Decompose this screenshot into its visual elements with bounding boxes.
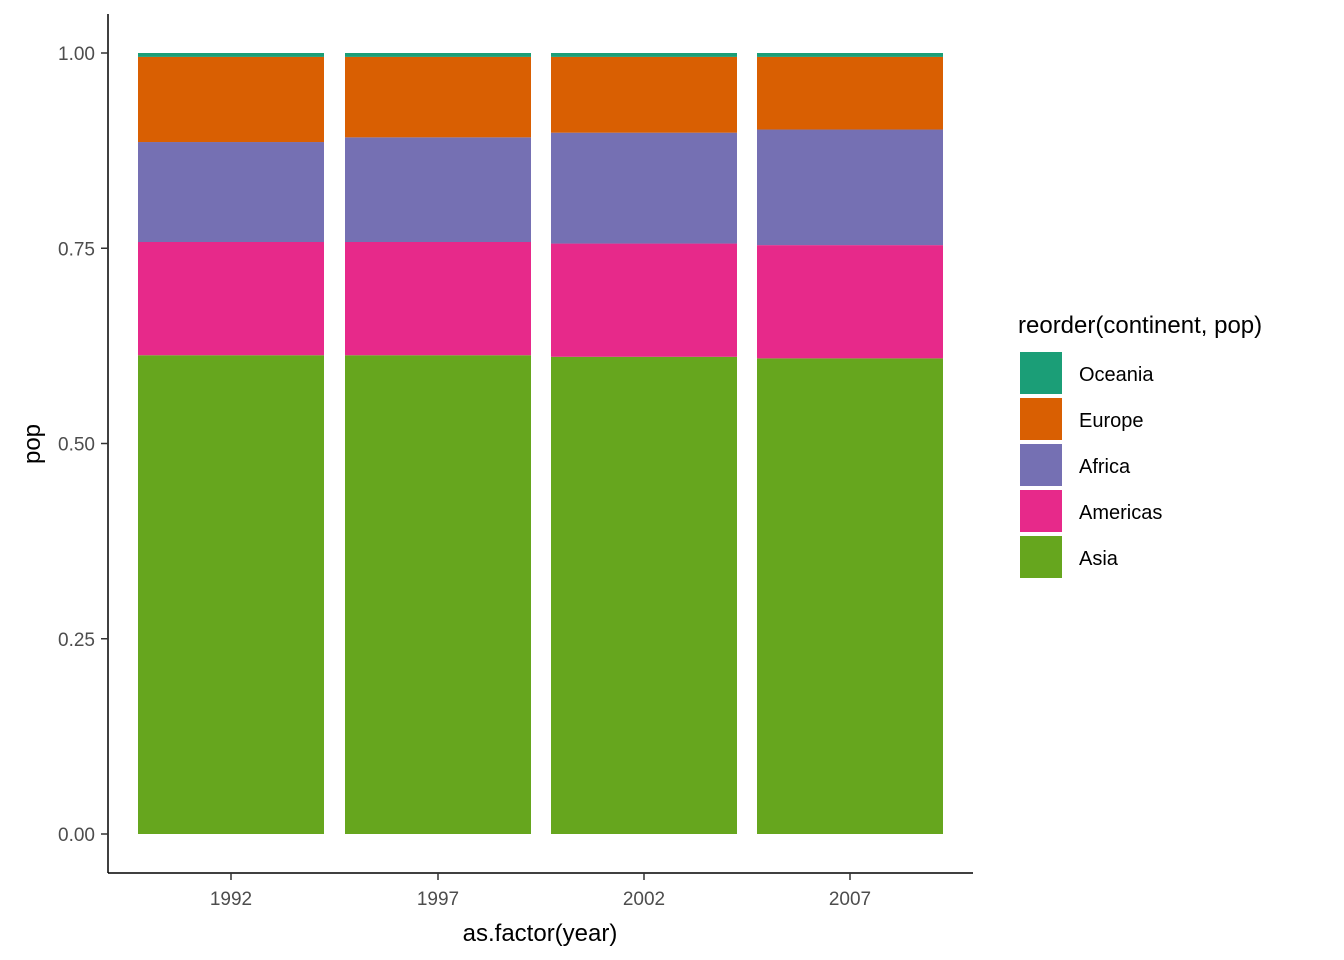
legend-key-europe <box>1020 398 1062 440</box>
bar-oceania-1992 <box>138 53 324 57</box>
y-tick-label-0.00: 0.00 <box>58 825 95 846</box>
bar-americas-1997 <box>345 242 531 356</box>
legend-label-americas: Americas <box>1079 502 1162 524</box>
legend-items: Oceania Europe Africa Americas Asia <box>1020 352 1162 578</box>
legend-title: reorder(continent, pop) <box>1018 312 1262 339</box>
bar-africa-1997 <box>345 137 531 243</box>
bar-americas-2002 <box>551 243 737 357</box>
y-tick-label-0.25: 0.25 <box>58 630 95 651</box>
legend: reorder(continent, pop) Oceania Europe Afr… <box>1018 312 1262 578</box>
bar-americas-1992 <box>138 242 324 356</box>
legend-key-asia <box>1020 536 1062 578</box>
bar-oceania-2007 <box>757 53 943 57</box>
legend-label-asia: Asia <box>1079 548 1119 570</box>
x-tick-label-2007: 2007 <box>829 889 871 910</box>
bar-oceania-2002 <box>551 53 737 57</box>
bar-asia-1992 <box>138 355 324 834</box>
bar-africa-1992 <box>138 142 324 243</box>
y-tick-label-0.75: 0.75 <box>58 239 95 260</box>
y-ticks: 0.00 0.25 0.50 0.75 1.00 <box>58 44 108 846</box>
bar-europe-2002 <box>551 56 737 133</box>
bar-oceania-1997 <box>345 53 531 57</box>
bar-europe-1997 <box>345 56 531 138</box>
legend-key-americas <box>1020 490 1062 532</box>
legend-label-europe: Europe <box>1079 410 1144 432</box>
x-tick-label-1992: 1992 <box>210 889 252 910</box>
bar-asia-2007 <box>757 358 943 834</box>
legend-label-oceania: Oceania <box>1079 364 1154 386</box>
y-axis-title: pop <box>19 424 46 464</box>
legend-label-africa: Africa <box>1079 456 1131 478</box>
x-ticks: 1992 1997 2002 2007 <box>210 873 871 910</box>
legend-key-africa <box>1020 444 1062 486</box>
bar-africa-2002 <box>551 132 737 244</box>
x-tick-label-2002: 2002 <box>623 889 665 910</box>
bar-asia-2002 <box>551 356 737 834</box>
bar-americas-2007 <box>757 245 943 359</box>
y-tick-label-0.50: 0.50 <box>58 435 95 456</box>
bar-europe-2007 <box>757 56 943 130</box>
legend-key-oceania <box>1020 352 1062 394</box>
bar-asia-1997 <box>345 355 531 834</box>
bar-africa-2007 <box>757 129 943 246</box>
y-tick-label-1.00: 1.00 <box>58 44 95 65</box>
x-axis-title: as.factor(year) <box>463 920 618 947</box>
bar-europe-1992 <box>138 56 324 143</box>
x-tick-label-1997: 1997 <box>417 889 459 910</box>
bars-layer <box>138 53 943 834</box>
